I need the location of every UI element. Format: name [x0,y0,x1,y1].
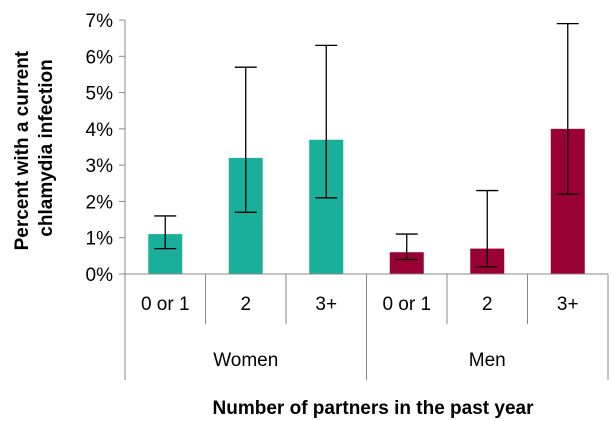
bar [389,252,424,274]
category-label: 3+ [315,294,337,315]
y-axis-label-line-2: chlamydia infection [36,59,57,236]
y-tick-label: 6% [86,47,114,68]
error-bars [154,22,579,268]
y-tick-label: 4% [86,120,114,141]
bars [148,128,585,274]
y-axis: 0% 1% 2% 3% 4% 5% 6% 7% [86,11,126,286]
y-tick-label: 5% [86,84,114,105]
category-label: 3+ [557,294,579,315]
y-tick-label: 2% [86,192,114,213]
x-axis-label: Number of partners in the past year [213,398,535,419]
category-label: 0 or 1 [382,294,431,315]
category-label: 2 [482,294,493,315]
y-axis-label-line-1: Percent with a current [12,50,33,250]
y-tick-label: 3% [86,156,114,177]
x-axis: 0 or 1 2 3+ 0 or 1 2 3+ Women Men [124,273,609,380]
category-label: 2 [240,294,251,315]
y-tick-label: 1% [86,229,114,250]
y-axis-label: Percent with a current chlamydia infecti… [12,46,57,251]
group-label: Women [213,350,278,371]
category-label: 0 or 1 [141,294,190,315]
y-tick-label: 0% [86,265,114,286]
y-tick-label: 7% [86,11,114,32]
group-label: Men [469,350,506,371]
